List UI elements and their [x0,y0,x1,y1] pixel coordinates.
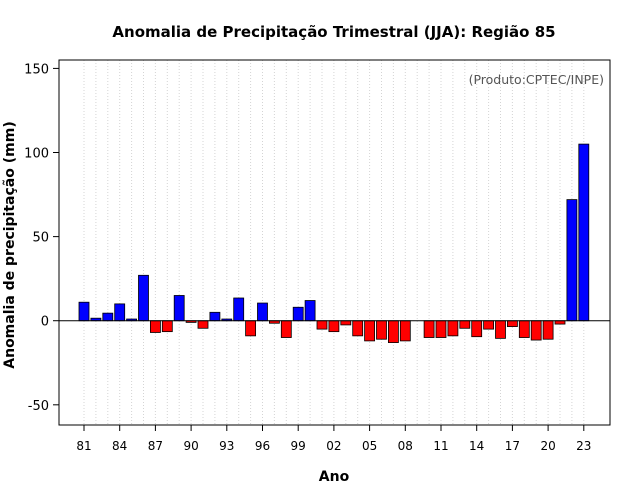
bar-2010 [423,320,435,338]
bar-1986 [138,274,149,322]
bar-2006 [376,320,387,340]
bar-1987 [149,320,161,333]
y-tick-label: 50 [32,231,49,246]
x-tick-label: 96 [255,439,270,453]
bar-2023 [578,143,590,322]
bar-1994 [233,297,245,322]
bar-1995 [245,320,257,337]
bar-2013 [459,320,471,329]
x-axis: 81 84 87 90 93 96 99 02 05 08 11 14 17 20 23 [76,425,591,453]
chart-title: Anomalia de Precipitação Trimestral (JJA… [112,23,555,41]
bar-2022 [566,199,578,322]
bar-2000 [304,300,316,322]
bar-1984 [114,303,126,322]
bar-2005 [364,320,376,342]
x-tick-label: 02 [326,439,341,453]
y-tick-label: 0 [41,315,49,330]
bar-2015 [483,320,495,330]
plot-frame [58,59,611,426]
y-axis-title: Anomalia de precipitação (mm) [2,121,18,368]
bar-2004 [352,320,364,337]
bar-2003 [340,320,352,326]
x-tick-label: 17 [505,439,520,453]
bar-2007 [387,320,399,343]
y-axis: -50 0 50 100 150 [24,62,59,414]
bar-2014 [471,320,483,338]
bar-1999 [292,306,304,322]
bar-1989 [173,295,185,322]
x-tick-label: 87 [148,439,163,453]
bar-2011 [435,320,447,338]
bar-1988 [161,320,173,333]
bar-1991 [197,320,209,329]
bar-2016 [495,320,506,339]
bar-2001 [316,320,328,330]
bar-2008 [399,320,411,342]
x-tick-label: 05 [362,439,377,453]
x-tick-label: 20 [540,439,555,453]
x-tick-label: 08 [398,439,413,453]
x-tick-label: 11 [433,439,448,453]
bars [78,143,590,343]
bar-1992 [209,311,221,322]
bar-2019 [530,320,542,341]
bar-2002 [328,320,340,333]
x-axis-title: Ano [319,469,350,485]
x-tick-label: 23 [576,439,591,453]
y-tick-label: -50 [28,399,49,414]
x-tick-label: 99 [291,439,306,453]
x-tick-label: 90 [183,439,198,453]
grid-lines [83,60,585,425]
bar-1983 [102,312,114,322]
x-tick-label: 14 [469,439,484,453]
bar-1998 [280,320,292,338]
x-tick-label: 93 [219,439,234,453]
bar-2021 [554,320,566,325]
x-tick-label: 84 [112,439,127,453]
bar-2020 [542,320,554,340]
x-tick-label: 81 [76,439,91,453]
bar-1981 [78,301,90,322]
bar-2018 [518,320,530,338]
bar-1996 [257,302,268,322]
product-credit: (Produto:CPTEC/INPE) [469,72,604,87]
bar-2017 [506,320,518,328]
y-tick-label: 150 [24,62,49,77]
bar-2012 [447,320,459,337]
y-tick-label: 100 [24,147,49,162]
